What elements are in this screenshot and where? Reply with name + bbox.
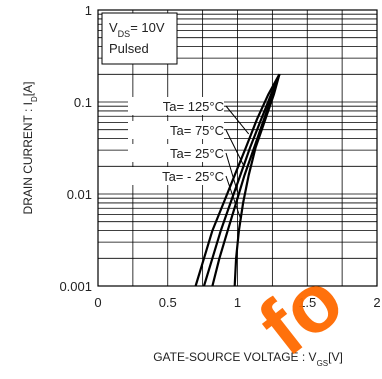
annotations: Ta= 125°C Ta= 75°C Ta= 25°C Ta= - 25°C [128,97,250,219]
x-tick-label: 0.5 [159,295,177,310]
series-line [211,73,281,287]
series-line [233,74,281,287]
series-label: Ta= 25°C [170,146,224,161]
annotation-label-bg [128,121,224,139]
y-axis-title: DRAIN CURRENT : ID[A] [21,82,39,215]
plot-frame [97,9,378,287]
x-tick-label: 1 [234,295,241,310]
x-tick-label: 0 [94,295,101,310]
series-label: Ta= - 25°C [162,169,224,184]
conditions-vds: VDS= 10V [109,20,165,39]
x-axis-title: GATE-SOURCE VOLTAGE : VGS[V] [153,350,343,368]
y-tick-label: 0.1 [74,95,92,110]
x-tick-label: 2 [373,295,380,310]
series-line [202,73,281,287]
y-tick-label: 0.001 [59,279,92,294]
annotation-label-bg [128,97,224,115]
annotation-label-bg [128,167,224,185]
series-layer [194,73,281,287]
annotation-leader-line [225,105,250,135]
annotation-leader-line [225,152,238,193]
y-tick-label: 0.01 [67,187,92,202]
annotation-leader-line [225,129,244,165]
conditions-box: VDS= 10V Pulsed [101,12,178,65]
conditions-box-frame [101,12,178,65]
tick-labels: 0 0.5 1 1.5 2 1 0.1 0.01 0.001 [59,3,380,310]
series-line [194,73,281,287]
conditions-pulsed: Pulsed [109,41,149,56]
annotation-label-bg [128,144,224,162]
x-tick-label: 1.5 [298,295,316,310]
series-label: Ta= 125°C [163,99,224,114]
annotation-leader-line [225,175,241,219]
y-tick-label: 1 [85,3,92,18]
series-label: Ta= 75°C [170,123,224,138]
